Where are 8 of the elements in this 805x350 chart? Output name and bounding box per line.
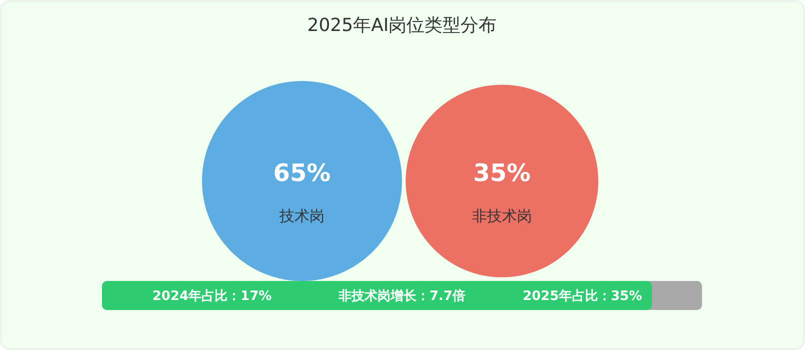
data-label: 35% (473, 159, 531, 187)
text: 非技术岗增长：7.7倍 (337, 288, 466, 304)
text: 2025年AI岗位类型分布 (307, 15, 497, 36)
data-label: 65% (273, 159, 331, 187)
category-label: 技术岗 (278, 207, 324, 225)
category-label: 非技术岗 (472, 207, 532, 225)
text: 2024年占比：17% (152, 289, 272, 304)
text: 2025年占比：35% (522, 289, 642, 304)
